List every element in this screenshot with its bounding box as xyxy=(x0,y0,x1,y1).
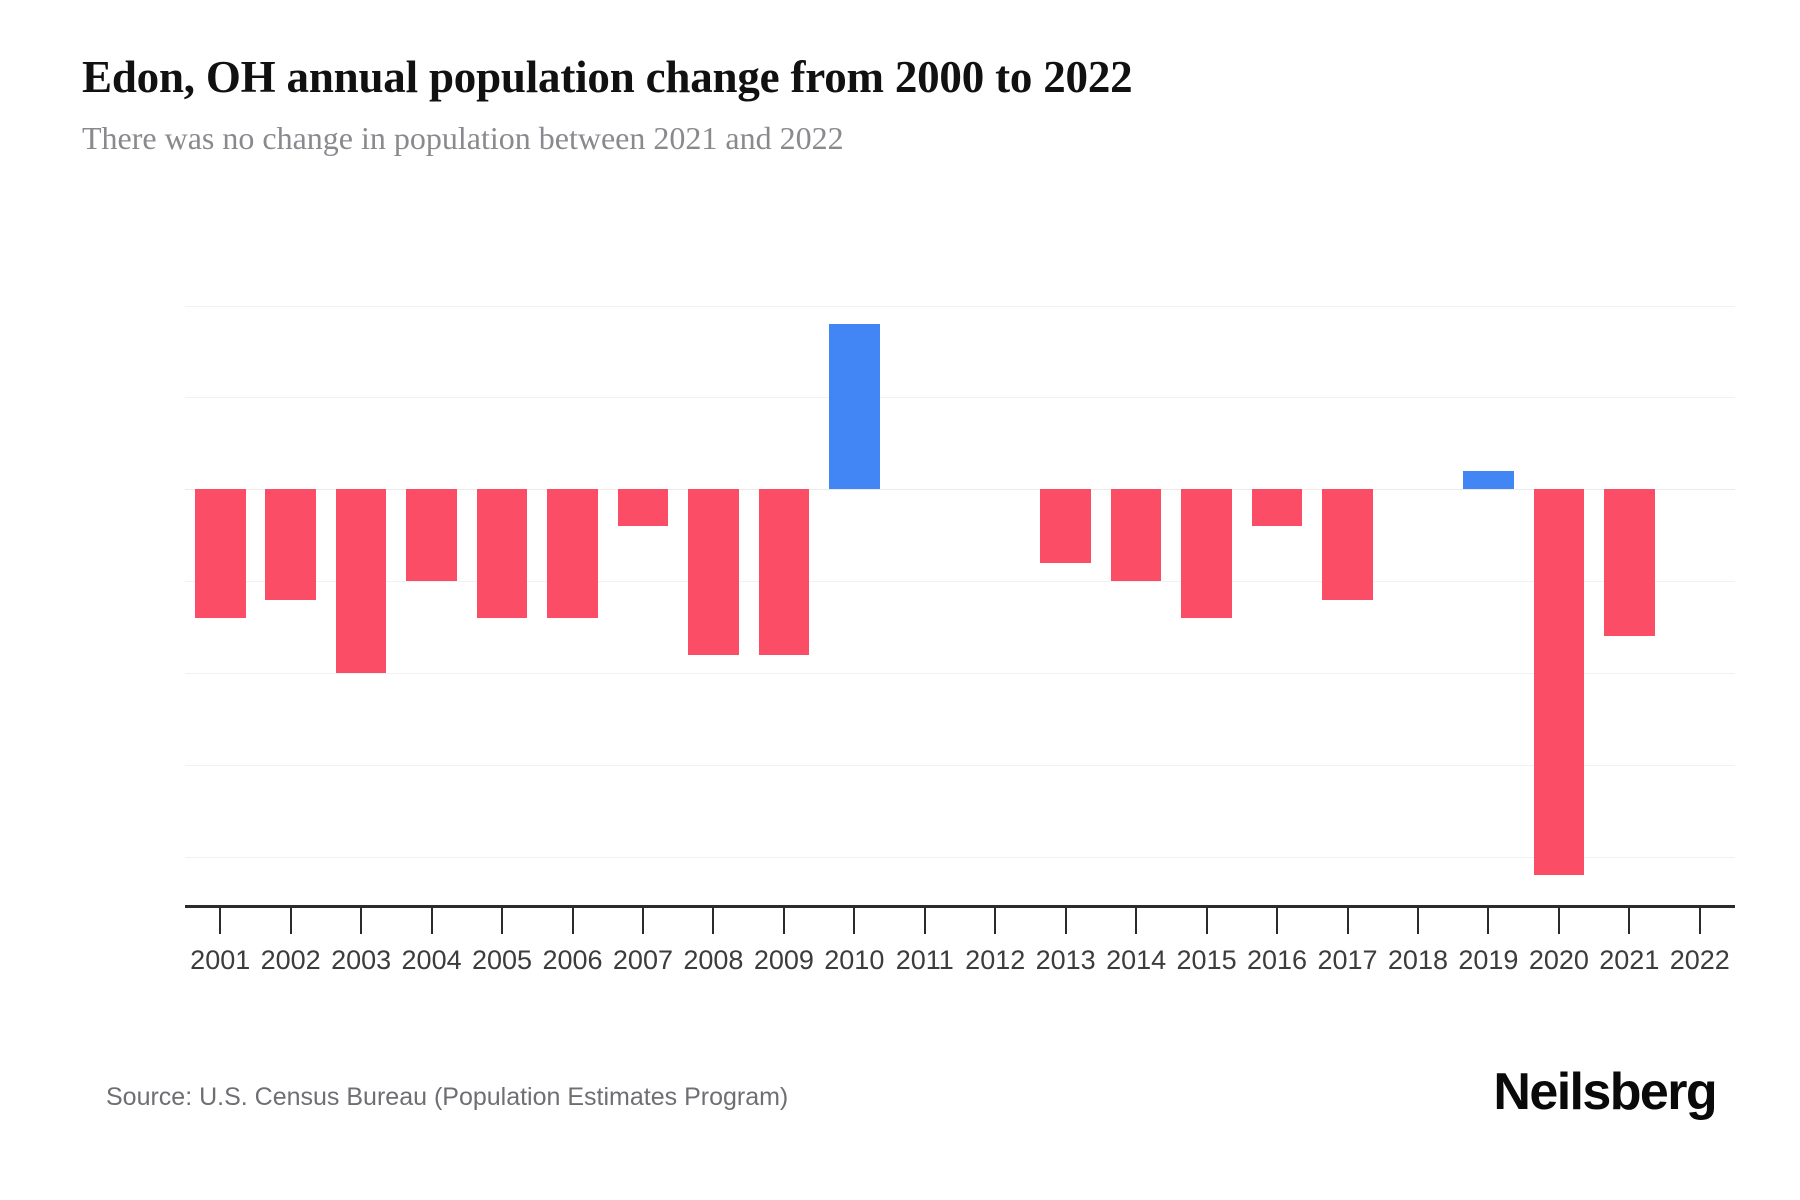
x-axis-tick xyxy=(1346,908,1349,934)
chart-header: Edon, OH annual population change from 2… xyxy=(82,52,1722,157)
x-axis-tick-label: 2002 xyxy=(260,945,321,975)
bar-2019[interactable] xyxy=(1463,471,1514,490)
gridline xyxy=(185,489,1735,491)
bar-2009[interactable] xyxy=(758,489,810,655)
gridline xyxy=(185,673,1735,675)
bar-2014[interactable] xyxy=(1110,489,1162,582)
bar-2004[interactable] xyxy=(406,489,457,582)
x-axis-tick-label: 2020 xyxy=(1528,945,1589,975)
x-axis-tick-label: 2011 xyxy=(895,945,954,975)
x-axis-tick-label: 2007 xyxy=(612,945,673,975)
x-axis-tick xyxy=(712,908,715,934)
bar-2021[interactable] xyxy=(1603,489,1655,637)
x-axis-tick-label: 2008 xyxy=(683,945,744,975)
bar-2015[interactable] xyxy=(1181,489,1232,619)
x-axis-tick xyxy=(1698,908,1701,934)
chart-subtitle: There was no change in population betwee… xyxy=(82,119,844,156)
x-axis-tick xyxy=(994,908,997,934)
bar-2016[interactable] xyxy=(1251,489,1303,527)
x-axis-tick-label: 2016 xyxy=(1246,945,1308,975)
x-axis-tick-label: 2022 xyxy=(1669,945,1730,975)
bar-series xyxy=(185,278,1735,903)
plot-area xyxy=(185,278,1735,903)
x-axis-tick-label: 2001 xyxy=(190,945,251,975)
x-axis-tick-label: 2013 xyxy=(1035,945,1096,975)
x-axis-tick xyxy=(501,908,504,934)
x-axis-tick-label: 2006 xyxy=(542,945,603,975)
x-axis-tick xyxy=(571,908,574,934)
page-title: Edon, OH annual population change from 2… xyxy=(82,52,1133,102)
x-axis-tick xyxy=(1205,908,1208,934)
brand-logo: Neilsberg xyxy=(1493,1063,1717,1121)
bar-2003[interactable] xyxy=(335,489,387,674)
x-axis-tick xyxy=(853,908,856,934)
x-axis-tick xyxy=(641,908,644,934)
x-axis-tick-label: 2004 xyxy=(401,945,462,975)
x-axis-tick-label: 2014 xyxy=(1106,945,1167,975)
x-axis-tick-label: 2005 xyxy=(471,945,533,975)
bar-2008[interactable] xyxy=(688,489,739,655)
gridline xyxy=(185,581,1735,583)
x-axis-ticks xyxy=(185,908,1735,934)
gridlines xyxy=(185,278,1735,903)
x-axis-tick-label: 2017 xyxy=(1317,945,1378,975)
x-axis-tick xyxy=(782,908,785,934)
x-axis-tick xyxy=(289,908,292,934)
gridline xyxy=(185,305,1735,307)
bar-2017[interactable] xyxy=(1322,489,1373,600)
gridline xyxy=(185,857,1735,859)
x-axis-tick xyxy=(1628,908,1631,934)
x-axis-tick xyxy=(1416,908,1419,934)
x-axis-tick xyxy=(1064,908,1067,934)
bar-2010[interactable] xyxy=(828,323,880,490)
bar-2007[interactable] xyxy=(617,489,669,527)
x-axis-tick-label: 2010 xyxy=(824,945,885,975)
gridline xyxy=(185,765,1735,767)
x-axis-tick xyxy=(923,908,926,934)
x-axis-tick xyxy=(1276,908,1279,934)
x-axis-tick xyxy=(1557,908,1560,934)
x-axis-tick xyxy=(360,908,363,934)
source-caption: Source: U.S. Census Bureau (Population E… xyxy=(106,1083,789,1111)
x-axis-tick-label: 2018 xyxy=(1387,945,1448,975)
bar-2020[interactable] xyxy=(1533,489,1585,876)
x-axis-tick-label: 2019 xyxy=(1458,945,1519,975)
x-axis-tick-label: 2015 xyxy=(1176,945,1237,975)
bar-2005[interactable] xyxy=(476,489,528,619)
x-axis-tick-label: 2009 xyxy=(753,945,814,975)
x-axis-tick xyxy=(1135,908,1138,934)
x-axis-tick-label: 2012 xyxy=(965,945,1026,975)
x-axis-tick xyxy=(219,908,222,934)
x-axis-tick-label: 2021 xyxy=(1599,945,1660,975)
x-axis-tick-label: 2003 xyxy=(331,945,392,975)
bar-2006[interactable] xyxy=(547,489,598,619)
bar-2002[interactable] xyxy=(265,489,317,600)
x-axis-tick xyxy=(430,908,433,934)
gridline xyxy=(185,397,1735,399)
x-axis-tick xyxy=(1487,908,1490,934)
x-axis-line xyxy=(185,905,1735,908)
bar-2001[interactable] xyxy=(194,489,246,619)
x-axis-tick-labels: 2001 2002 2003 2004 2005 2006 2007 2008 2009 2010… xyxy=(185,945,1735,985)
bar-2013[interactable] xyxy=(1040,489,1092,563)
